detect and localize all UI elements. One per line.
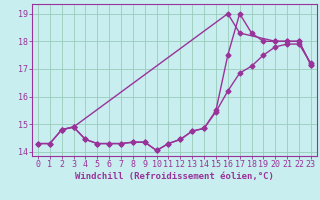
- X-axis label: Windchill (Refroidissement éolien,°C): Windchill (Refroidissement éolien,°C): [75, 172, 274, 181]
